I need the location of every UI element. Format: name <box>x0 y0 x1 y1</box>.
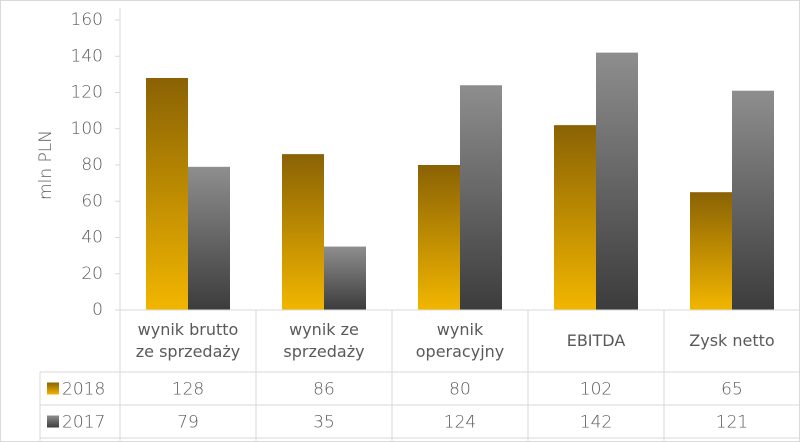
y-tick-label: 140 <box>71 46 103 66</box>
y-axis-label: mln PLN <box>36 130 56 200</box>
table-value: 124 <box>444 413 476 433</box>
table-value: 121 <box>716 413 748 433</box>
table-value: 86 <box>313 380 335 400</box>
y-tick-label: 60 <box>81 191 103 211</box>
y-tick-label: 120 <box>71 83 103 103</box>
table-value: 35 <box>313 413 335 433</box>
category-label: Zysk netto <box>689 331 775 350</box>
legend-swatch <box>47 415 59 428</box>
bar <box>460 85 502 310</box>
bar <box>324 246 366 310</box>
y-tick-label: 80 <box>81 155 103 175</box>
table-value: 142 <box>580 413 612 433</box>
bar <box>282 154 324 310</box>
bar <box>732 90 774 310</box>
table-value: 102 <box>580 380 612 400</box>
category-label: wynik ze sprzedaży <box>283 320 365 361</box>
table-value: 65 <box>721 380 743 400</box>
y-tick-label: 0 <box>92 300 103 320</box>
y-tick-label: 20 <box>81 264 103 284</box>
category-label: wynik operacyjny <box>415 320 505 361</box>
table-value: 80 <box>449 380 471 400</box>
y-tick-label: 100 <box>71 119 103 139</box>
bar <box>146 78 188 310</box>
y-tick-label: 40 <box>81 228 103 248</box>
table-value: 128 <box>172 380 204 400</box>
bar <box>188 166 230 310</box>
category-label: wynik brutto ze sprzedaży <box>135 320 241 361</box>
legend-label: 2017 <box>62 413 105 433</box>
y-tick-label: 160 <box>71 10 103 30</box>
legend-label: 2018 <box>62 380 105 400</box>
bar <box>596 52 638 310</box>
table-value: 79 <box>177 413 199 433</box>
bar <box>554 125 596 310</box>
bar <box>690 192 732 310</box>
legend-swatch <box>47 382 59 395</box>
category-label: EBITDA <box>566 331 626 350</box>
bar <box>418 165 460 310</box>
